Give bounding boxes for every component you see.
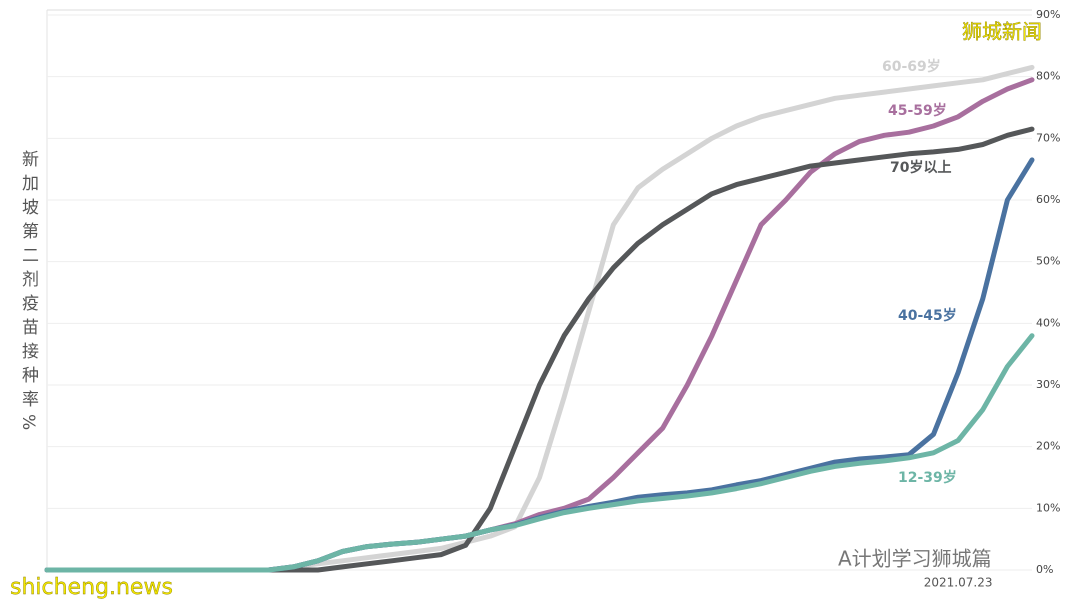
y-tick-label: 90% [1036,8,1060,21]
y-tick-label: 10% [1036,501,1060,514]
series-line [44,77,1035,573]
y-tick-label: 60% [1036,193,1060,206]
y-tick-label: 20% [1036,440,1060,453]
y-tick-label: 40% [1036,316,1060,329]
y-tick-label: 0% [1036,563,1053,576]
series-label: 45-59岁 [888,102,947,119]
y-tick-label: 80% [1036,70,1060,83]
series-line [44,126,1035,573]
y-tick-label: 30% [1036,378,1060,391]
series-line [44,333,1035,573]
watermark: shicheng.news [10,575,173,600]
series-label: 12-39岁 [898,469,957,486]
y-tick-label: 50% [1036,255,1060,268]
y-axis-label: 新加坡第二剂疫苗接种率% [18,150,39,437]
series-label: 70岁以上 [890,159,951,176]
series-line [44,64,1035,573]
y-tick-label: 70% [1036,131,1060,144]
watermark: A计划学习狮城篇 [838,547,992,571]
x-tick-label: 2021.07.23 [924,576,993,590]
watermark: 狮城新闻 [962,20,1042,44]
series-label: 60-69岁 [882,58,941,75]
series-label: 40-45岁 [898,307,957,324]
